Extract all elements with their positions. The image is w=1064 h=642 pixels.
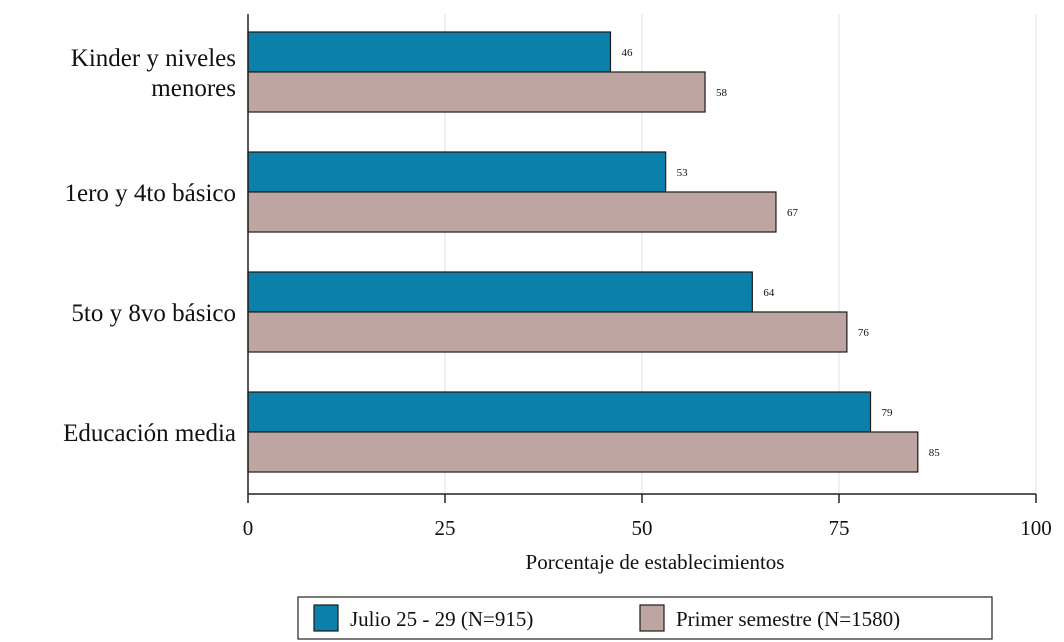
- x-tick-label-0: 0: [243, 516, 254, 540]
- legend-swatch-0: [313, 604, 339, 632]
- data-label-s1-c3: 85: [929, 447, 941, 459]
- data-label-s0-c0: 46: [621, 47, 633, 59]
- bar-s1-c1: [247, 191, 777, 233]
- category-label-0-1: menores: [151, 75, 236, 102]
- category-labels: Kinder y niveles menores 1ero y 4to básico…: [63, 45, 236, 447]
- bar-s0-c0: [247, 31, 612, 73]
- category-label-1-0: 1ero y 4to básico: [65, 180, 236, 207]
- data-label-s0-c2: 64: [763, 287, 775, 299]
- bar-s0-c3: [247, 391, 872, 433]
- axes: 0 25 50 75 100: [243, 14, 1052, 540]
- bar-s1-c3: [247, 431, 919, 473]
- x-tick-label-2: 50: [632, 516, 653, 540]
- legend-swatch-1: [639, 604, 665, 632]
- bar-s1-c0: [247, 71, 706, 113]
- category-label-2-0: 5to y 8vo básico: [71, 300, 236, 327]
- category-label-0-0: Kinder y niveles: [71, 45, 236, 72]
- data-label-s1-c2: 76: [858, 327, 870, 339]
- category-label-3-0: Educación media: [63, 420, 236, 447]
- bars: 46 58 53 67 64 76 79 85: [247, 31, 941, 473]
- data-label-s1-c0: 58: [716, 87, 728, 99]
- x-tick-label-4: 100: [1020, 516, 1052, 540]
- data-label-s0-c1: 53: [677, 167, 689, 179]
- legend: Julio 25 - 29 (N=915) Primer semestre (N=…: [297, 596, 993, 640]
- data-label-s1-c1: 67: [787, 207, 799, 219]
- legend-label-0: Julio 25 - 29 (N=915): [350, 607, 533, 631]
- bar-s0-c2: [247, 271, 753, 313]
- x-axis-title: Porcentaje de establecimientos: [526, 550, 785, 574]
- data-label-s0-c3: 79: [882, 407, 894, 419]
- bar-s1-c2: [247, 311, 848, 353]
- legend-label-1: Primer semestre (N=1580): [676, 607, 900, 631]
- x-tick-label-1: 25: [435, 516, 456, 540]
- x-tick-label-3: 75: [829, 516, 850, 540]
- bar-s0-c1: [247, 151, 667, 193]
